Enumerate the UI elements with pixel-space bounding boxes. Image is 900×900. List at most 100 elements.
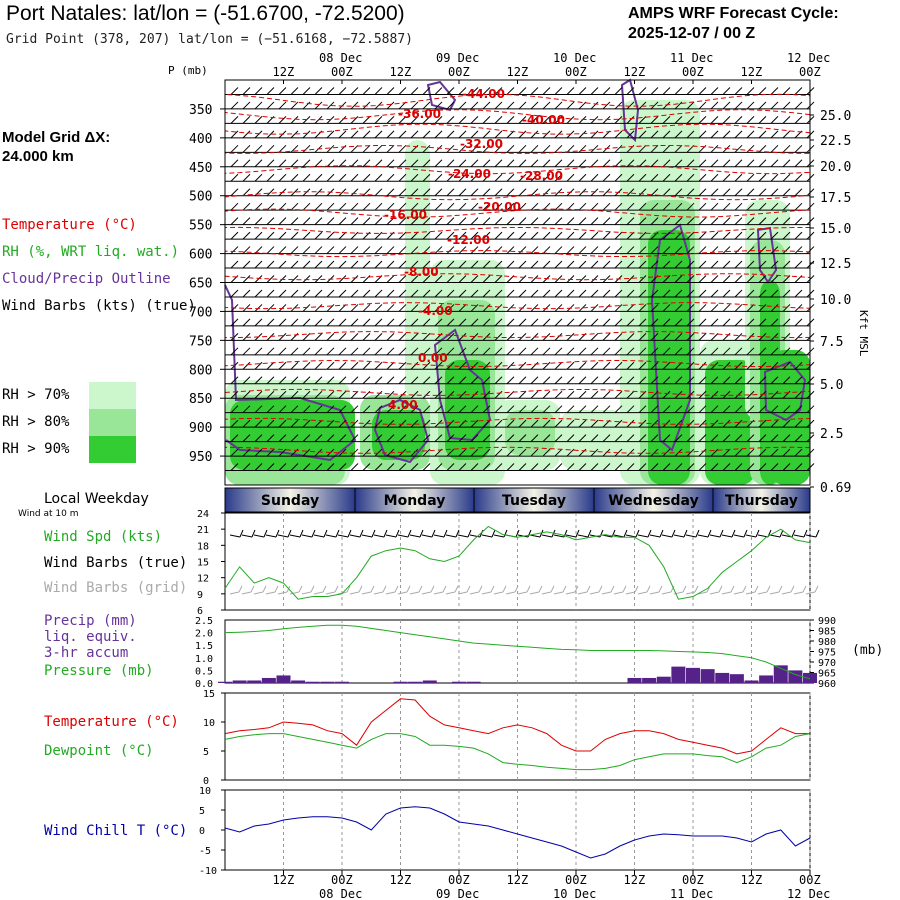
wind-barb-grid — [685, 591, 696, 595]
rh80-swatch — [89, 409, 136, 436]
weekday-cell-3 — [593, 487, 714, 513]
wind-barb-true — [445, 534, 457, 538]
temp-label-7: -16.00 — [384, 208, 427, 222]
weekday-label-0: Sunday — [261, 493, 319, 509]
wind-barb-grid — [421, 591, 432, 595]
wind-ytick-label-18: 18 — [197, 541, 209, 552]
p-tick-label-650: 650 — [189, 277, 212, 292]
precip-bar-0 — [218, 681, 232, 683]
wind-barb-grid-flag — [394, 585, 399, 593]
wind-barb-grid — [373, 591, 384, 595]
weekday-cell-1 — [354, 487, 475, 513]
wind-barb-grid-flag — [430, 585, 435, 593]
wind-barb-grid-flag — [358, 585, 363, 593]
top-hour-label-3: 00Z — [448, 65, 470, 79]
precip-ytick-label-2.5: 2.5 — [195, 616, 213, 627]
bottom-date-label-4: 12 Dec — [787, 887, 830, 900]
chill-ytick-label-5: 5 — [199, 806, 205, 817]
temp-label-11: 0.00 — [418, 351, 448, 365]
wind-barb-true-flag — [491, 529, 496, 538]
pressure-ytick-label-960: 960 — [818, 679, 836, 690]
barb-row-900 — [225, 419, 815, 428]
precip-bar-8 — [335, 681, 349, 683]
wind-ytick-label-12: 12 — [197, 574, 209, 585]
wind-barb-true — [769, 534, 781, 538]
wind-barb-grid — [601, 591, 612, 595]
wind-barbs-true-label: Wind Barbs (true) — [44, 555, 188, 571]
temp-label-12: 4.00 — [388, 398, 418, 412]
wind-barb-grid — [577, 591, 588, 595]
top-hour-label-9: 00Z — [799, 65, 821, 79]
wind-barb-grid-flag — [646, 585, 651, 593]
wind-barb-grid-flag — [658, 585, 663, 593]
top-hour-label-5: 00Z — [565, 65, 587, 79]
precip-bar-37 — [759, 675, 774, 683]
barb-row-350 — [225, 101, 815, 110]
wind-barb-true-flag — [431, 529, 436, 538]
wind-barb-grid — [481, 591, 492, 595]
wind-barb-grid — [769, 591, 780, 595]
legend-rh90: RH > 90% — [2, 441, 70, 457]
wind-barb-grid — [661, 591, 672, 595]
wind-barb-grid-flag — [382, 585, 387, 593]
temp-ytick-label-0: 0 — [203, 776, 209, 787]
wind-barb-true — [577, 534, 589, 538]
wind-barb-grid-flag — [586, 585, 591, 593]
wind-barb-true-flag — [575, 529, 580, 538]
bottom-hour-label-5: 00Z — [565, 873, 587, 887]
pressure-axis-label: P (mb) — [168, 64, 208, 77]
wind-barb-true-flag — [743, 529, 748, 538]
precip-bar-40 — [803, 672, 817, 683]
wind-barb-grid — [781, 591, 792, 595]
kft-tick-label-6: 10.0 — [820, 293, 851, 308]
wind-barb-true — [241, 534, 253, 538]
wind-height-note: Wind at 10 m — [18, 509, 79, 519]
wind-barb-grid — [493, 591, 504, 595]
wind-barb-grid — [517, 591, 528, 595]
wind-barb-true — [553, 534, 565, 538]
wind-barb-true-flag — [791, 529, 796, 538]
barb-row-725 — [225, 318, 815, 327]
wind-barb-true — [397, 534, 409, 538]
wind-barb-grid-flag — [622, 585, 627, 593]
wind-barb-grid-flag — [274, 585, 279, 593]
wind-barb-grid-flag — [814, 585, 819, 593]
wind-barb-true-flag — [755, 529, 760, 538]
forecast-cycle-time: 2025-12-07 / 00 Z — [628, 25, 756, 42]
wind-chill-line — [224, 806, 811, 859]
wind-speed-line — [224, 525, 811, 600]
precip-ytick-label-1: 1.0 — [195, 654, 213, 665]
wind-barb-grid — [409, 591, 420, 595]
wind-barb-grid-flag — [406, 585, 411, 593]
wind-barb-true-flag — [671, 529, 676, 538]
wind-barb-grid — [793, 591, 804, 595]
pressure-line — [224, 624, 811, 680]
wind-barb-grid — [529, 591, 540, 595]
top-hour-label-4: 12Z — [507, 65, 529, 79]
rh-shade-10 — [505, 410, 555, 455]
pressure-ytick-label-975: 975 — [818, 648, 836, 659]
precip-bar-35 — [729, 674, 744, 683]
precip-accum-label: 3-hr accum — [44, 645, 129, 661]
wind-barb-true-flag — [287, 529, 292, 538]
precip-ytick-label-0: 0.0 — [195, 679, 213, 690]
precip-bar-32 — [686, 667, 700, 683]
bottom-hour-label-6: 12Z — [624, 873, 646, 887]
wind-barb-grid — [301, 591, 312, 595]
kft-tick-label-3: 17.5 — [820, 191, 851, 206]
precip-bar-4 — [276, 675, 291, 683]
bottom-hour-label-1: 00Z — [331, 873, 353, 887]
wind-barb-grid-flag — [550, 585, 555, 593]
top-date-label-0: 08 Dec — [319, 51, 362, 65]
wind-barb-true — [457, 534, 469, 538]
legend-rh80: RH > 80% — [2, 414, 70, 430]
legend-temperature: Temperature (°C) — [2, 217, 137, 233]
wind-barb-grid — [625, 591, 636, 595]
weekday-label-1: Monday — [384, 493, 446, 509]
model-grid-value: 24.000 km — [2, 148, 74, 165]
wind-barb-true — [709, 534, 721, 538]
model-grid: Model Grid ΔX: 24.000 km — [2, 128, 110, 166]
weekday-label-2: Tuesday — [502, 493, 566, 509]
wind-barb-grid — [709, 591, 720, 595]
precip-bar-3 — [261, 677, 276, 683]
